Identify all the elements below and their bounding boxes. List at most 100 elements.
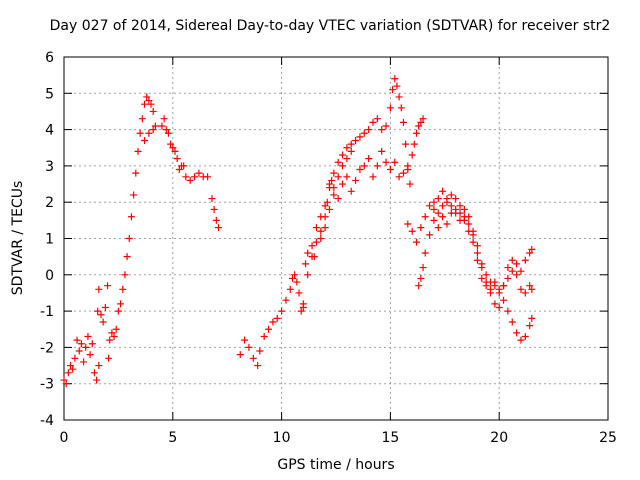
data-point xyxy=(360,129,368,137)
data-point xyxy=(528,314,536,322)
data-point xyxy=(104,282,112,290)
data-point xyxy=(212,216,220,224)
y-tick-label: 6 xyxy=(45,50,54,66)
data-point xyxy=(312,238,320,246)
data-point xyxy=(321,202,329,210)
data-point xyxy=(293,278,301,286)
data-point xyxy=(447,202,455,210)
data-point xyxy=(456,209,464,217)
x-axis-label: GPS time / hours xyxy=(277,457,395,473)
data-point xyxy=(186,176,194,184)
data-point xyxy=(504,307,512,315)
data-point xyxy=(67,362,75,370)
data-point xyxy=(182,173,190,181)
data-point xyxy=(415,282,423,290)
data-point xyxy=(101,303,109,311)
data-point xyxy=(295,289,303,297)
data-point xyxy=(325,205,333,213)
chart-title: Day 027 of 2014, Sidereal Day-to-day VTE… xyxy=(49,18,611,34)
data-point xyxy=(343,155,351,163)
data-point xyxy=(256,347,264,355)
data-point xyxy=(71,354,79,362)
data-point xyxy=(406,180,414,188)
data-point xyxy=(439,187,447,195)
data-point xyxy=(308,253,316,261)
data-point xyxy=(413,238,421,246)
data-point xyxy=(304,271,312,279)
data-point xyxy=(141,100,149,108)
data-point xyxy=(482,271,490,279)
data-point xyxy=(171,147,179,155)
y-tick-label: -3 xyxy=(40,377,54,393)
data-point xyxy=(421,249,429,257)
data-point xyxy=(117,300,125,308)
x-tick-label: 10 xyxy=(273,430,291,446)
data-point xyxy=(421,213,429,221)
data-point xyxy=(347,140,355,148)
data-point xyxy=(334,173,342,181)
data-point xyxy=(460,205,468,213)
data-point xyxy=(434,224,442,232)
y-tick-label: 4 xyxy=(45,123,54,139)
data-point xyxy=(75,347,83,355)
data-point xyxy=(325,180,333,188)
data-point xyxy=(164,129,172,137)
data-point xyxy=(60,376,68,384)
data-point xyxy=(158,122,166,130)
data-point xyxy=(330,169,338,177)
data-point xyxy=(175,166,183,174)
data-point xyxy=(127,213,135,221)
data-point xyxy=(136,129,144,137)
data-point xyxy=(430,216,438,224)
y-axis-label: SDTVAR / TECUs xyxy=(10,180,26,296)
y-tick-label: 1 xyxy=(45,232,54,248)
data-point xyxy=(417,118,425,126)
data-point xyxy=(145,129,153,137)
data-point xyxy=(339,151,347,159)
data-point xyxy=(508,256,516,264)
data-point xyxy=(517,267,525,275)
data-point xyxy=(343,173,351,181)
data-point xyxy=(93,376,101,384)
data-point xyxy=(210,205,218,213)
data-point xyxy=(299,303,307,311)
data-point xyxy=(373,115,381,123)
data-point xyxy=(434,195,442,203)
data-point xyxy=(389,86,397,94)
data-point xyxy=(94,307,102,315)
y-tick-label: 5 xyxy=(45,86,54,102)
series-group xyxy=(404,195,536,344)
data-point xyxy=(386,104,394,112)
data-point xyxy=(460,216,468,224)
tick-labels: 0 5 10 15 20 25 -4 -3 -2 -1 0 1 2 3 4 5 6 xyxy=(40,50,617,446)
data-point xyxy=(508,267,516,275)
data-point xyxy=(365,155,373,163)
data-point xyxy=(162,126,170,134)
data-point xyxy=(415,122,423,130)
data-point xyxy=(114,307,122,315)
data-point xyxy=(452,195,460,203)
data-point xyxy=(343,144,351,152)
data-point xyxy=(123,253,131,261)
data-point xyxy=(82,343,90,351)
data-point xyxy=(330,184,338,192)
data-point xyxy=(214,224,222,232)
data-point xyxy=(121,271,129,279)
data-point xyxy=(426,231,434,239)
data-point xyxy=(426,202,434,210)
data-point xyxy=(521,256,529,264)
data-point xyxy=(393,82,401,90)
data-point xyxy=(73,336,81,344)
data-point xyxy=(180,162,188,170)
data-point xyxy=(169,144,177,152)
x-tick-label: 15 xyxy=(381,430,399,446)
series-group xyxy=(317,147,412,242)
data-point xyxy=(339,162,347,170)
data-point xyxy=(302,260,310,268)
data-point xyxy=(334,195,342,203)
data-point xyxy=(434,209,442,217)
data-point xyxy=(64,369,72,377)
data-point xyxy=(160,115,168,123)
data-point xyxy=(495,289,503,297)
